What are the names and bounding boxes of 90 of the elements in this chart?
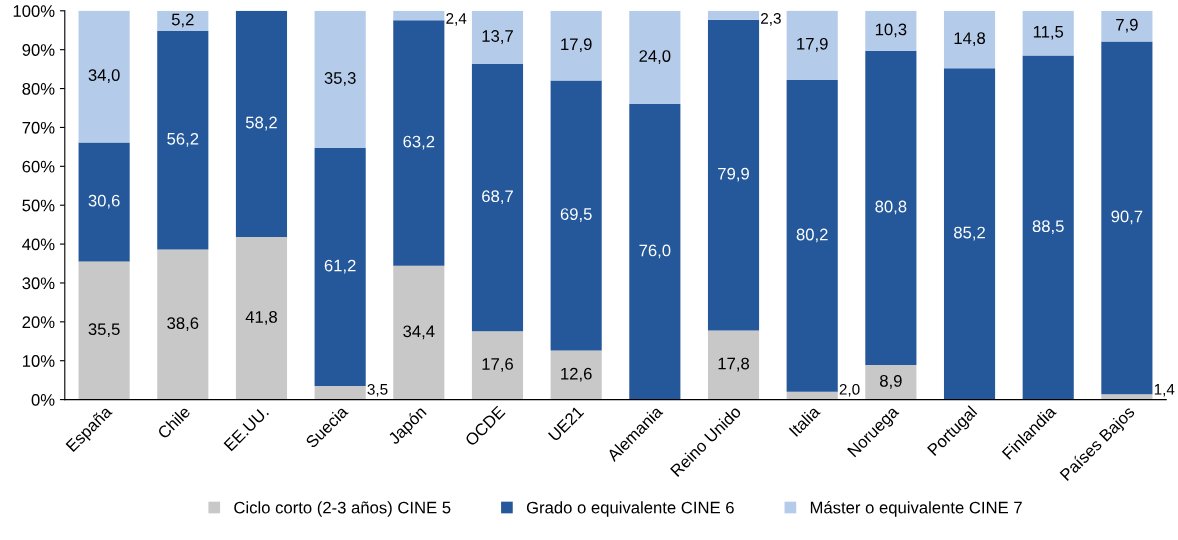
bar: [1101, 10, 1153, 42]
y-tick-label: 10%: [22, 355, 55, 367]
legend-label: Grado o equivalente CINE 6: [526, 501, 734, 517]
bar: [707, 330, 760, 400]
bar: [550, 350, 602, 400]
data-label: 76,0: [639, 244, 671, 259]
y-tick-label: 70%: [22, 121, 55, 134]
data-label: 12,6: [561, 367, 592, 382]
data-label: 38,6: [167, 317, 199, 331]
y-tick-label: 30%: [22, 277, 55, 290]
bar: [314, 385, 366, 400]
y-tick-label: 100%: [13, 5, 55, 17]
bar: [629, 10, 681, 105]
y-tick-label: 20%: [22, 316, 55, 329]
bar: [865, 365, 917, 400]
legend-label: Ciclo corto (2-3 años) CINE 5: [234, 501, 451, 517]
bar: [78, 261, 130, 400]
data-label: 80,2: [796, 228, 828, 243]
data-label: 88,5: [1032, 220, 1064, 234]
bar: [393, 10, 445, 21]
data-label: 85,2: [954, 226, 985, 241]
bar: [943, 10, 996, 69]
bar: [1022, 10, 1074, 56]
data-label: 3,5: [367, 383, 388, 397]
y-tick-label: 80%: [22, 82, 55, 95]
bar: [943, 68, 996, 400]
data-label: 34,0: [88, 69, 120, 83]
data-label: 13,7: [482, 30, 513, 44]
bar: [550, 80, 602, 351]
data-label: 80,8: [875, 200, 907, 215]
bar: [707, 10, 760, 20]
data-label: 2,3: [761, 13, 781, 26]
data-label: 30,6: [88, 194, 120, 209]
bar: [1101, 41, 1153, 395]
bar: [157, 10, 209, 32]
data-label: 8,9: [880, 374, 902, 389]
y-tick-label: 0%: [31, 394, 55, 406]
data-label: 17,9: [797, 37, 828, 52]
bar: [865, 50, 917, 365]
data-label: 79,9: [718, 167, 749, 182]
data-label: 24,0: [639, 50, 671, 64]
bar: [865, 10, 917, 51]
data-label: 90,7: [1111, 210, 1143, 225]
data-label: 7,9: [1116, 18, 1138, 33]
bar: [786, 391, 838, 400]
bar: [235, 10, 288, 238]
bar: [786, 10, 838, 81]
data-label: 2,4: [446, 13, 467, 26]
bar: [314, 10, 366, 149]
data-label: 56,2: [167, 132, 199, 147]
data-label: 68,7: [482, 190, 513, 205]
data-label: 69,5: [560, 208, 592, 222]
bar: [78, 10, 130, 143]
bar: [314, 148, 366, 386]
y-tick-label: 40%: [22, 238, 55, 251]
data-label: 10,3: [875, 23, 907, 38]
bar: [78, 142, 130, 262]
bar: [393, 20, 445, 266]
y-tick-label: 90%: [22, 44, 55, 56]
data-label: 11,5: [1033, 26, 1064, 40]
legend-label: Máster o equivalente CINE 7: [810, 501, 1022, 517]
data-label: 17,9: [561, 38, 592, 53]
bar: [707, 19, 760, 331]
y-tick-label: 50%: [22, 199, 55, 212]
data-label: 5,2: [171, 13, 194, 28]
data-label: 61,2: [324, 259, 356, 274]
bar: [1022, 55, 1074, 400]
bar: [235, 237, 288, 400]
bar: [786, 80, 838, 392]
data-label: 35,5: [88, 323, 120, 338]
y-tick-label: 60%: [22, 160, 55, 173]
data-label: 1,4: [1154, 384, 1175, 397]
data-label: 17,6: [482, 358, 513, 372]
data-label: 17,8: [718, 357, 750, 372]
bar: [393, 265, 445, 400]
bar: [157, 249, 209, 400]
bar: [1101, 394, 1153, 400]
data-label: 14,8: [954, 32, 986, 47]
bar: [471, 331, 524, 400]
bar: [471, 10, 524, 65]
data-label: 58,2: [245, 116, 277, 131]
data-label: 2,0: [839, 383, 860, 397]
bar: [157, 31, 209, 250]
data-label: 35,3: [324, 72, 356, 86]
bar: [471, 64, 524, 332]
bar: [550, 10, 602, 81]
data-label: 63,2: [403, 135, 435, 150]
bar: [629, 104, 681, 400]
data-label: 34,4: [403, 325, 435, 340]
data-label: 41,8: [245, 311, 277, 325]
